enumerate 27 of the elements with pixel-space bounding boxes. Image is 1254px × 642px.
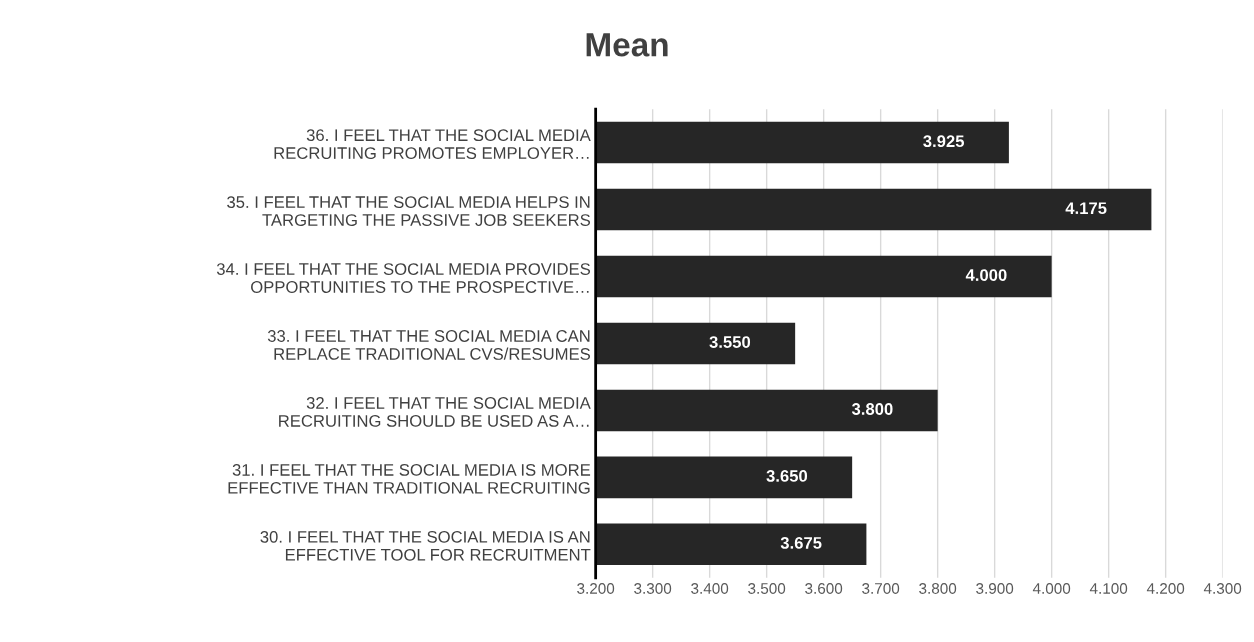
y-tick-label: 34. I FEEL THAT THE SOCIAL MEDIA PROVIDES OPPORTUNITIES TO THE PROSPECTIVE… [216, 263, 591, 293]
y-tick-label: 35. I FEEL THAT THE SOCIAL MEDIA HELPS IN TARGETING THE PASSIVE JOB SEEKERS [227, 196, 591, 226]
x-tick-label: 3.500 [748, 583, 786, 594]
x-tick-label: 3.400 [691, 583, 729, 594]
y-tick-label: 30. I FEEL THAT THE SOCIAL MEDIA IS AN EFFECTIVE TOOL FOR RECRUITMENT [260, 530, 591, 561]
y-tick-label: 36. I FEEL THAT THE SOCIAL MEDIA RECRUITING PROMOTES EMPLOYER… [274, 129, 591, 159]
x-tick-label: 3.300 [634, 583, 672, 594]
data-label: 3.925 [923, 135, 965, 148]
x-tick-label: 4.100 [1089, 583, 1128, 594]
x-tick-label: 3.800 [919, 583, 957, 594]
x-tick-label: 3.700 [862, 583, 900, 594]
y-tick-label: 31. I FEEL THAT THE SOCIAL MEDIA IS MORE EFFECTIVE THAN TRADITIONAL RECRUITING [228, 464, 591, 494]
data-label: 4.175 [1065, 202, 1107, 215]
x-tick-label: 4.000 [1032, 583, 1071, 594]
x-tick-label: 4.200 [1146, 583, 1185, 594]
chart-title: Mean [586, 33, 668, 57]
data-label: 3.650 [766, 470, 808, 482]
data-label: 3.550 [709, 336, 751, 348]
y-tick-label: 33. I FEEL THAT THE SOCIAL MEDIA CAN REPLACE TRADITIONAL CVS/RESUMES [267, 330, 591, 360]
y-tick-label: 32. I FEEL THAT THE SOCIAL MEDIA RECRUITING SHOULD BE USED AS A… [279, 397, 591, 427]
data-label: 4.000 [965, 269, 1007, 281]
x-tick-label: 3.900 [976, 583, 1014, 594]
data-label: 3.675 [780, 537, 822, 549]
x-tick-label: 3.600 [805, 583, 843, 594]
data-label: 3.800 [851, 403, 893, 415]
x-tick-label: 3.200 [577, 583, 615, 594]
x-tick-label: 4.300 [1203, 583, 1242, 594]
